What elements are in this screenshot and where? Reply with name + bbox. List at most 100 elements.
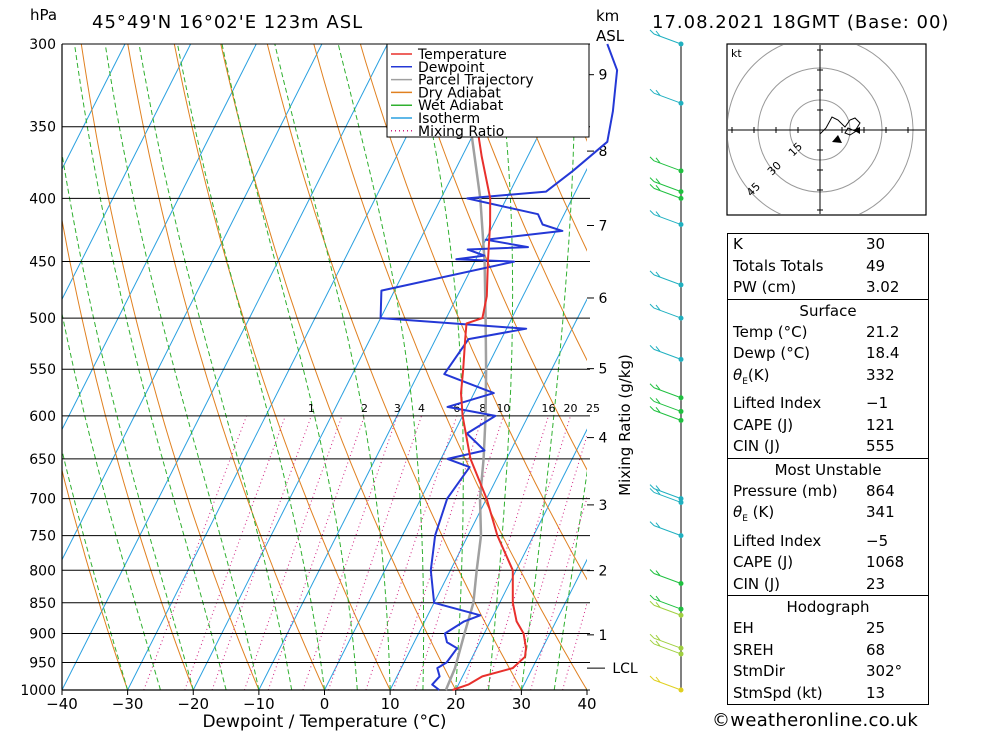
- index-label: CAPE (J): [733, 553, 794, 571]
- wind-barb: [649, 639, 682, 655]
- wind-barb: [649, 88, 682, 104]
- mixing-ratio-line: [530, 496, 587, 690]
- index-value: 18.4: [866, 344, 900, 362]
- pressure-unit-label: hPa: [30, 6, 58, 24]
- wind-barb: [649, 569, 682, 584]
- temperature-tick-label: 20: [446, 695, 465, 713]
- mixing-ratio-tick-label: 25: [586, 402, 600, 415]
- x-axis-label: Dewpoint / Temperature (°C): [202, 712, 446, 732]
- dry-adiabat-line: [452, 44, 587, 362]
- index-label: K: [733, 235, 743, 253]
- wet-adiabat-line: [138, 44, 293, 690]
- wind-barb: [649, 600, 682, 616]
- storm-motion-marker: [832, 135, 842, 143]
- legend-label: Isotherm: [418, 111, 480, 127]
- mixing-ratio-line: [143, 415, 247, 690]
- wind-barb: [649, 156, 682, 172]
- surface-row: CIN (J) 555: [728, 436, 928, 458]
- temperature-tick-label: −10: [243, 695, 275, 713]
- isotherm-line: [455, 428, 587, 690]
- mean-wind-marker: [853, 127, 860, 134]
- index-label: θE(K): [733, 365, 770, 387]
- index-value: 25: [866, 619, 886, 637]
- mixing-ratio-line: [302, 415, 398, 690]
- temperature-tick-label: −30: [112, 695, 144, 713]
- index-label: Pressure (mb): [733, 481, 838, 500]
- index-label: Temp (°C): [733, 322, 808, 341]
- index-label: EH: [733, 619, 754, 637]
- index-label: θE (K): [733, 503, 775, 524]
- wet-adiabat-line: [488, 44, 514, 690]
- legend-label: Parcel Trajectory: [418, 73, 534, 89]
- km-tick-label: 8: [599, 144, 608, 160]
- sounding-series: [379, 43, 619, 691]
- surface-row: CAPE (J) 121: [728, 415, 928, 437]
- surface-row: Dewp (°C) 18.4: [728, 343, 928, 365]
- index-label: StmSpd (kt): [733, 683, 823, 702]
- index-value: 21.2: [866, 322, 900, 341]
- index-value: 341: [866, 503, 895, 521]
- pressure-tick-label: 950: [29, 655, 56, 671]
- pressure-tick-label: 600: [29, 409, 56, 425]
- wet-adiabat-line: [74, 44, 227, 690]
- km-tick-label: 3: [599, 498, 608, 514]
- general-row: PW (cm) 3.02: [728, 277, 928, 299]
- chart-location: 45°49'N 16°02'E 123m ASL: [92, 12, 364, 33]
- km-tick-label: 9: [599, 68, 608, 84]
- mixing-ratio-tick-label: 10: [496, 402, 510, 415]
- wind-barb: [649, 29, 682, 45]
- mixing-ratio-tick-label: 3: [394, 402, 401, 415]
- footer-credit: ©weatheronline.co.uk: [712, 710, 919, 731]
- pressure-tick-label: 700: [29, 492, 56, 508]
- chart-datetime: 17.08.2021 18GMT (Base: 00): [652, 12, 950, 33]
- most-unstable-row: θE (K) 341: [728, 502, 928, 531]
- wind-barb: [649, 270, 682, 286]
- wind-barb: [649, 488, 682, 503]
- wet-adiabat-line: [553, 469, 587, 690]
- wind-barb: [649, 177, 682, 193]
- mixing-ratio-line: [184, 415, 286, 690]
- dry-adiabat-line: [965, 44, 1000, 690]
- wet-adiabat-lines: [62, 44, 587, 690]
- temperature-tick-label: −20: [177, 695, 209, 713]
- wind-barb: [649, 210, 682, 226]
- general-row: Totals Totals 49: [728, 256, 928, 278]
- pressure-tick-label: 400: [29, 191, 56, 207]
- hodograph-stats-row: StmDir 302°: [728, 661, 928, 683]
- km-tick-label: 5: [599, 362, 608, 378]
- dry-adiabat-line: [62, 217, 194, 690]
- pressure-tick-label: 350: [29, 120, 56, 136]
- legend-label: Dewpoint: [418, 60, 485, 76]
- most-unstable-row: Pressure (mb) 864: [728, 481, 928, 503]
- wet-adiabat-line: [104, 44, 260, 690]
- wind-barb: [649, 484, 682, 500]
- index-label: SREH: [733, 640, 774, 659]
- indices-panel: K 30 Totals Totals 49 PW (cm) 3.02 Surface Tem…: [727, 233, 929, 705]
- isotherm-line: [389, 298, 587, 690]
- dry-adiabat-line: [499, 44, 587, 252]
- wind-barb: [649, 383, 682, 399]
- index-value: 30: [866, 235, 886, 253]
- dewpoint-line: [379, 43, 619, 691]
- wind-profile: [649, 29, 684, 693]
- height-unit-label: km ASL: [596, 6, 624, 46]
- pressure-tick-label: 500: [29, 311, 56, 327]
- legend-label: Wet Adiabat: [418, 98, 504, 114]
- mixing-ratio-tick-label: 16: [541, 402, 555, 415]
- legend-label: Temperature: [417, 47, 507, 63]
- pressure-tick-label: 550: [29, 362, 56, 378]
- wind-barb: [649, 397, 682, 412]
- pressure-tick-label: 650: [29, 452, 56, 468]
- index-label: Lifted Index: [733, 531, 822, 550]
- hodograph-unit: kt: [731, 47, 742, 60]
- mixing-ratio-line: [243, 415, 343, 690]
- km-unit: km: [596, 7, 620, 25]
- index-label: Totals Totals: [733, 256, 824, 275]
- hodograph-indices: Hodograph EH 25 SREH 68 StmDir 302° StmSpd (kt)…: [728, 595, 928, 704]
- temperature-ticks: −40 −30 −20 −10 0 10 20 30 40: [46, 690, 597, 713]
- temperature-tick-label: −40: [46, 695, 78, 713]
- wind-barb: [649, 675, 682, 691]
